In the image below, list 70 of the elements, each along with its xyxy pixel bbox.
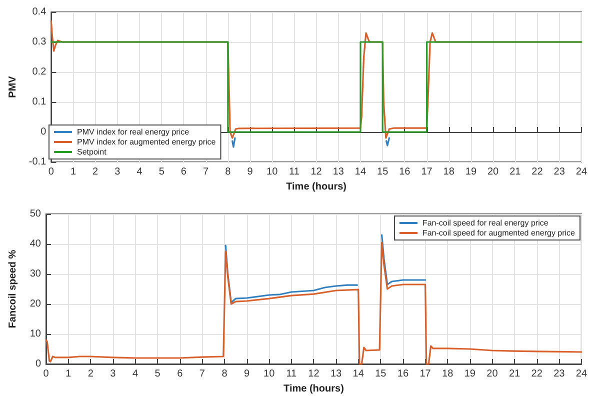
x-tick-label: 7 [203, 166, 210, 178]
x-tick-label: 23 [554, 368, 566, 380]
y-tick-label: 30 [30, 268, 42, 280]
x-tick-label: 10 [266, 166, 278, 178]
x-tick-label: 5 [158, 166, 165, 178]
x-tick-label: 17 [420, 368, 432, 380]
y-tick-label: 0.3 [32, 36, 47, 48]
x-tick-label: 8 [225, 166, 232, 178]
x-axis-title: Time (hours) [286, 182, 346, 192]
x-tick-label: 4 [132, 368, 138, 380]
x-tick-label: 8 [222, 368, 228, 380]
x-tick-label: 11 [288, 166, 300, 178]
x-tick-label: 18 [442, 368, 454, 380]
x-tick-label: 17 [421, 166, 433, 178]
x-tick-label: 6 [177, 368, 184, 380]
x-tick-label: 13 [332, 166, 344, 178]
y-tick-label: 0 [35, 358, 42, 370]
x-tick-label: 6 [180, 166, 187, 178]
x-tick-label: 12 [310, 166, 322, 178]
x-tick-label: 2 [92, 166, 99, 178]
x-tick-label: 3 [114, 166, 121, 178]
x-tick-label: 22 [532, 166, 544, 178]
y-tick-label: -0.1 [28, 156, 47, 168]
x-tick-label: 15 [377, 166, 389, 178]
x-tick-label: 21 [510, 166, 522, 178]
x-tick-label: 2 [88, 368, 94, 380]
x-tick-label: 22 [531, 368, 543, 380]
x-tick-label: 9 [247, 166, 254, 178]
x-tick-label: 9 [244, 368, 250, 380]
x-tick-label: 23 [554, 166, 566, 178]
x-tick-label: 3 [110, 368, 116, 380]
x-axis-title: Time (hours) [284, 384, 344, 394]
y-axis-title: PMV [8, 76, 18, 98]
y-tick-label: 0.4 [32, 6, 47, 18]
y-tick-label: 10 [30, 328, 42, 340]
x-tick-label: 14 [352, 368, 364, 380]
x-tick-label: 19 [465, 166, 477, 178]
x-tick-label: 14 [354, 166, 366, 178]
x-tick-label: 18 [443, 166, 455, 178]
x-tick-label: 1 [66, 368, 72, 380]
x-tick-label: 16 [399, 166, 411, 178]
legend-label: Fan-coil speed for augmented energy price [422, 228, 576, 238]
x-tick-label: 11 [286, 368, 298, 380]
x-tick-label: 19 [464, 368, 476, 380]
y-tick-label: 0.2 [32, 66, 47, 78]
x-tick-label: 10 [264, 368, 276, 380]
x-tick-label: 15 [375, 368, 387, 380]
x-tick-label: 0 [48, 166, 54, 178]
x-tick-label: 13 [330, 368, 342, 380]
legend-label: Setpoint [77, 148, 108, 156]
legend-label: Fan-coil speed for real energy price [422, 218, 549, 228]
y-tick-label: 0.1 [32, 96, 47, 108]
x-tick-label: 1 [70, 166, 76, 178]
y-tick-label: 20 [30, 298, 42, 310]
y-tick-label: 0 [40, 126, 47, 138]
legend-label: PMV index for real energy price [77, 128, 190, 136]
y-tick-label: 50 [30, 208, 42, 220]
x-tick-label: 24 [576, 368, 588, 380]
x-tick-label: 24 [576, 166, 588, 178]
x-tick-label: 12 [308, 368, 320, 380]
x-tick-label: 5 [154, 368, 161, 380]
x-tick-label: 16 [397, 368, 409, 380]
legend-label: PMV index for augmented energy price [77, 138, 216, 146]
x-tick-label: 4 [136, 166, 143, 178]
x-tick-label: 21 [508, 368, 521, 380]
y-axis-title: Fancoil speed % [8, 250, 18, 328]
y-tick-label: 40 [30, 238, 42, 250]
x-tick-label: 7 [199, 368, 206, 380]
x-tick-label: 20 [486, 368, 498, 380]
x-tick-label: 20 [487, 166, 500, 178]
